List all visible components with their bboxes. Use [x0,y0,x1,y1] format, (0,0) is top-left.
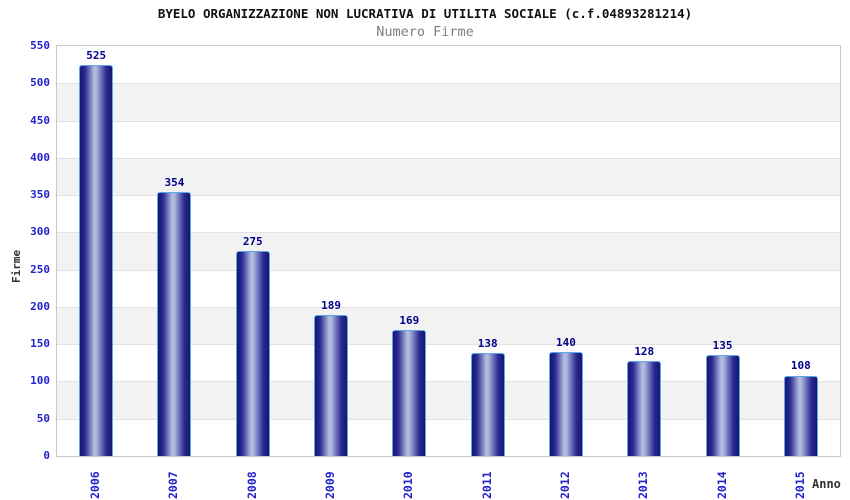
bar-value-label: 189 [321,299,341,313]
x-tick-label: 2011 [479,471,494,499]
grid-band [57,157,840,196]
x-tick-label: 2012 [557,471,572,499]
bar-value-label: 140 [556,335,576,349]
bar [314,315,349,456]
gridline [57,232,840,234]
plot-area [56,45,841,457]
x-tick-label: 2013 [636,471,651,499]
gridline [57,157,840,159]
y-tick-label: 400 [30,150,50,164]
y-tick-label: 300 [30,225,50,239]
y-tick-label: 100 [30,374,50,388]
y-tick-label: 0 [43,449,50,462]
grid-band [57,120,840,158]
x-tick-label: 2009 [323,471,338,499]
bar-value-label: 128 [634,344,655,358]
gridline [57,269,840,271]
bar [627,360,662,456]
bar [783,375,818,456]
chart-title: BYELO ORGANIZZAZIONE NON LUCRATIVA DI UT… [157,6,693,21]
bar [548,351,583,456]
bar [470,353,505,456]
y-tick-label: 250 [30,262,50,276]
bar-value-label: 354 [164,176,185,190]
bar-value-label: 169 [399,314,420,328]
gridline [57,195,840,197]
gridline [57,120,840,122]
bar [392,330,427,456]
bar [157,192,192,456]
gridline [57,418,840,420]
grid-band [57,83,840,121]
y-tick-label: 450 [30,113,50,127]
x-tick-label: 2010 [401,471,416,499]
x-tick-label: 2008 [244,471,259,499]
x-tick-label: 2007 [166,471,181,499]
chart-subtitle: Numero Firme [376,24,474,40]
x-axis-title: Anno [812,477,841,491]
bar-value-label: 525 [86,48,107,62]
gridline [57,344,840,346]
x-tick-label: 2014 [714,471,729,499]
x-tick-label: 2006 [88,471,103,499]
bar-value-label: 135 [712,339,733,353]
y-tick-label: 550 [30,39,50,52]
gridline [57,381,840,383]
bar [79,64,114,456]
bar [705,355,740,456]
y-tick-label: 50 [36,411,50,425]
y-tick-label: 350 [30,188,50,202]
y-tick-label: 500 [30,76,50,90]
gridline [57,83,840,85]
gridline [57,306,840,308]
bar-value-label: 275 [242,235,263,248]
y-tick-label: 150 [30,337,50,351]
bar-value-label: 138 [477,337,498,351]
y-tick-label: 200 [30,299,50,313]
bar [235,251,270,456]
grid-band [57,46,840,84]
x-tick-label: 2015 [792,471,807,499]
bar-value-label: 108 [790,359,811,373]
